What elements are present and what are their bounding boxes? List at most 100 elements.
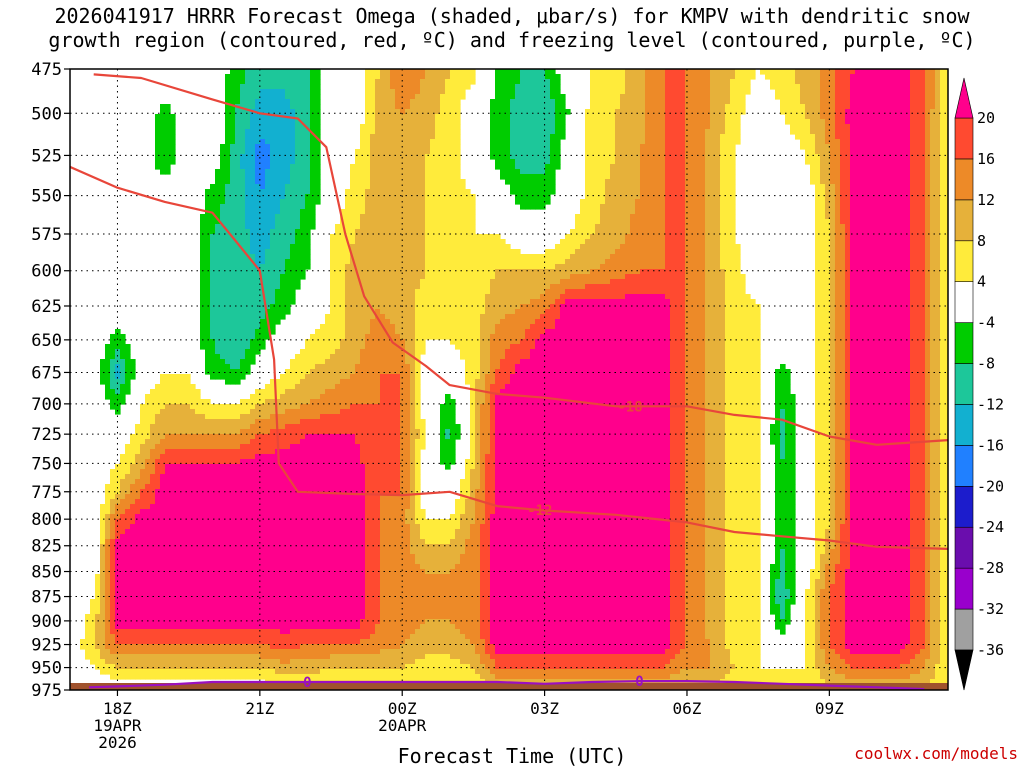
omega-cell [265, 624, 271, 630]
omega-cell [310, 404, 316, 410]
omega-cell [340, 494, 346, 500]
omega-cell [370, 659, 376, 665]
omega-cell [165, 669, 171, 675]
omega-cell [285, 129, 291, 135]
omega-cell [120, 659, 126, 665]
omega-cell [285, 449, 291, 455]
omega-cell [250, 69, 256, 75]
omega-cell [360, 364, 366, 370]
omega-cell [375, 264, 381, 270]
omega-cell [300, 94, 306, 100]
omega-cell [125, 589, 131, 595]
omega-cell [325, 674, 331, 680]
omega-cell [205, 604, 211, 610]
omega-cell [275, 479, 281, 485]
omega-cell [275, 529, 281, 535]
omega-cell [375, 304, 381, 310]
omega-cell [145, 499, 151, 505]
omega-cell [210, 489, 216, 495]
omega-cell [180, 379, 186, 385]
omega-cell [275, 214, 281, 220]
omega-cell [205, 319, 211, 325]
omega-cell [245, 649, 251, 655]
omega-cell [340, 479, 346, 485]
omega-cell [260, 214, 266, 220]
omega-cell [315, 119, 321, 125]
omega-cell [325, 609, 331, 615]
omega-cell [375, 334, 381, 340]
omega-cell [275, 634, 281, 640]
omega-cell [285, 524, 291, 530]
omega-cell [185, 384, 191, 390]
omega-cell [95, 579, 101, 585]
omega-cell [145, 649, 151, 655]
omega-cell [230, 294, 236, 300]
omega-cell [355, 584, 361, 590]
omega-cell [360, 419, 366, 425]
omega-cell [350, 384, 356, 390]
omega-cell [340, 389, 346, 395]
omega-cell [265, 664, 271, 670]
omega-cell [205, 479, 211, 485]
omega-cell [240, 214, 246, 220]
omega-cell [305, 639, 311, 645]
omega-cell [285, 664, 291, 670]
omega-cell [245, 179, 251, 185]
omega-cell [240, 119, 246, 125]
omega-cell [145, 524, 151, 530]
omega-cell [120, 484, 126, 490]
omega-cell [280, 384, 286, 390]
omega-cell [135, 529, 141, 535]
omega-cell [305, 554, 311, 560]
omega-cell [360, 344, 366, 350]
omega-cell [170, 574, 176, 580]
omega-cell [200, 609, 206, 615]
omega-cell [285, 294, 291, 300]
omega-cell [300, 179, 306, 185]
omega-cell [305, 414, 311, 420]
omega-cell [200, 619, 206, 625]
omega-cell [360, 599, 366, 605]
omega-cell [130, 529, 136, 535]
omega-cell [375, 89, 381, 95]
omega-cell [285, 154, 291, 160]
omega-cell [335, 369, 341, 375]
omega-cell [215, 414, 221, 420]
omega-cell [290, 84, 296, 90]
omega-cell [275, 549, 281, 555]
omega-cell [290, 614, 296, 620]
omega-cell [245, 284, 251, 290]
omega-cell [285, 464, 291, 470]
omega-cell [325, 389, 331, 395]
omega-cell [260, 669, 266, 675]
omega-cell [250, 344, 256, 350]
omega-cell [355, 629, 361, 635]
omega-cell [190, 394, 196, 400]
omega-cell [220, 444, 226, 450]
omega-cell [245, 659, 251, 665]
omega-cell [190, 639, 196, 645]
omega-cell [235, 584, 241, 590]
omega-cell [200, 454, 206, 460]
omega-cell [150, 674, 156, 680]
omega-cell [190, 464, 196, 470]
omega-cell [325, 394, 331, 400]
omega-cell [325, 349, 331, 355]
omega-cell [225, 534, 231, 540]
omega-cell [370, 639, 376, 645]
omega-cell [285, 654, 291, 660]
omega-cell [175, 419, 181, 425]
omega-cell [265, 404, 271, 410]
omega-cell [285, 79, 291, 85]
omega-cell [285, 224, 291, 230]
omega-cell [120, 534, 126, 540]
omega-cell [365, 269, 371, 275]
omega-cell [345, 614, 351, 620]
omega-cell [135, 524, 141, 530]
omega-cell [330, 564, 336, 570]
omega-cell [320, 329, 326, 335]
omega-cell [125, 499, 131, 505]
omega-cell [200, 559, 206, 565]
omega-cell [245, 499, 251, 505]
omega-cell [335, 249, 341, 255]
